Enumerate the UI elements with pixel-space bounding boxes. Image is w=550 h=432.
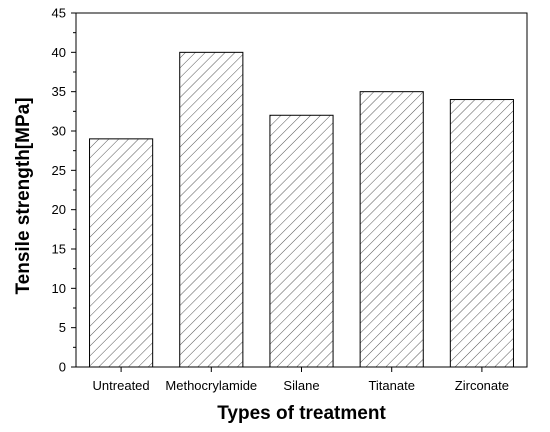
x-tick-label: Methocrylamide <box>165 378 257 393</box>
x-axis: Untreated Methocrylamide Silane Titanate Zir… <box>93 367 509 393</box>
y-tick-label: 45 <box>52 6 66 21</box>
bar-untreated <box>89 138 154 368</box>
x-tick-label: Zirconate <box>455 378 509 393</box>
bar-silane <box>269 114 334 368</box>
y-tick-label: 0 <box>59 360 66 375</box>
bar-titanate <box>359 91 424 368</box>
y-tick-label: 40 <box>52 45 66 60</box>
y-tick-label: 25 <box>52 163 66 178</box>
y-tick-label: 30 <box>52 124 66 139</box>
x-tick-label: Untreated <box>93 378 150 393</box>
y-tick-label: 35 <box>52 84 66 99</box>
y-tick-label: 5 <box>59 320 66 335</box>
bars-layer <box>89 51 514 368</box>
bar-zirconate <box>449 99 514 368</box>
y-axis: 0 5 10 15 20 25 30 35 40 45 <box>52 6 76 375</box>
bar-methocrylamide <box>179 51 244 368</box>
y-axis-title: Tensile strength[MPa] <box>13 97 34 294</box>
x-axis-title: Types of treatment <box>217 403 386 424</box>
y-tick-label: 20 <box>52 202 66 217</box>
x-tick-label: Silane <box>283 378 319 393</box>
x-tick-label: Titanate <box>368 378 415 393</box>
y-tick-label: 15 <box>52 242 66 257</box>
y-tick-label: 10 <box>52 281 66 296</box>
